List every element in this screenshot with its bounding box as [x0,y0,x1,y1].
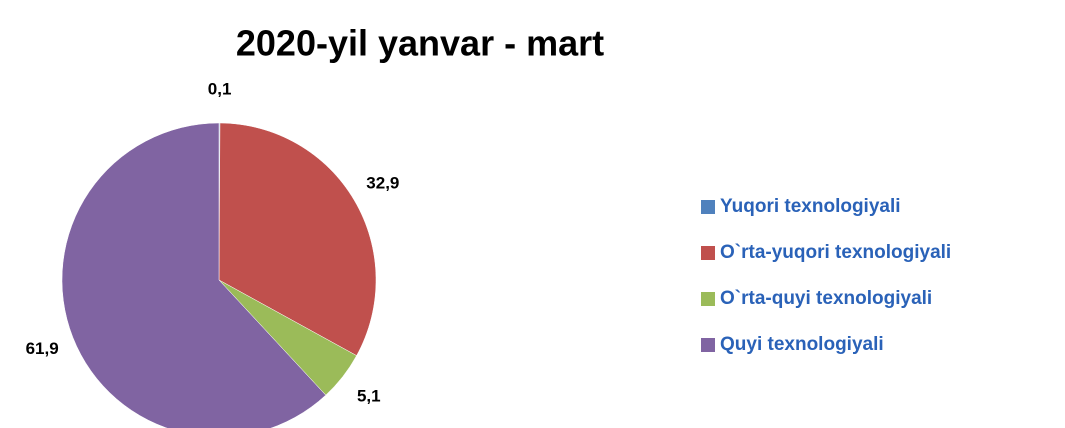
legend-label: O`rta-yuqori texnologiyali [720,242,951,263]
data-label: 0,1 [208,79,232,98]
pie-slice [61,122,327,428]
pie-slice [218,122,377,356]
legend-label: Yuqori texnologiyali [720,196,901,217]
data-label: 61,9 [26,339,59,358]
legend-swatch [701,246,715,260]
legend-swatch [701,200,715,214]
chart-title: 2020-yil yanvar - mart [236,23,604,64]
legend-label: Quyi texnologiyali [720,334,884,355]
legend-swatch [701,292,715,306]
data-label: 32,9 [366,173,399,192]
legend-label: O`rta-quyi texnologiyali [720,288,932,309]
legend-swatch [701,338,715,352]
data-label: 5,1 [357,386,381,405]
